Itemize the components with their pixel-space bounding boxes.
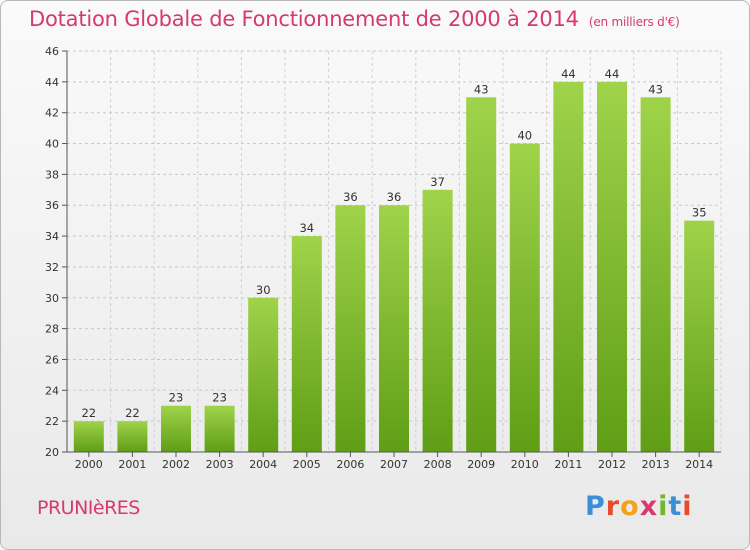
x-tick-label: 2010 [511,458,539,471]
bar [335,205,366,452]
bar-value-label: 44 [605,67,620,81]
bar [466,97,497,453]
x-tick-label: 2007 [380,458,408,471]
bar-value-label: 43 [648,82,663,96]
y-tick-label: 24 [45,384,59,397]
y-tick-label: 22 [45,415,59,428]
chart-title: Dotation Globale de Fonctionnement de 20… [29,7,680,31]
bar-value-label: 37 [430,175,445,189]
x-tick-label: 2008 [424,458,452,471]
bar-value-label: 35 [692,206,707,220]
bar-value-label: 22 [125,406,140,420]
bar [248,297,279,452]
bar-value-label: 44 [561,67,576,81]
logo-letter: i [658,491,669,522]
x-tick-label: 2011 [554,458,582,471]
proxiti-logo: Proxiti [585,491,693,522]
bar-value-label: 36 [343,190,358,204]
x-tick-label: 2012 [598,458,626,471]
bar-value-label: 43 [474,82,489,96]
logo-letter: o [620,491,640,522]
x-tick-label: 2014 [685,458,713,471]
logo-letter: t [668,491,683,522]
y-tick-label: 42 [45,107,59,120]
y-tick-label: 28 [45,323,59,336]
bar-value-label: 23 [212,391,227,405]
logo-letter: x [639,491,659,522]
x-tick-label: 2013 [642,458,670,471]
labels: 20 22 24 26 28 30 32 34 36 38 40 42 44 46 22 2000 22 2001… [45,45,713,471]
bar [422,189,453,453]
bar [117,421,148,452]
y-tick-label: 20 [45,446,59,459]
bar [553,81,584,452]
bar [73,421,104,452]
bar [161,405,191,452]
x-tick-label: 2006 [336,458,364,471]
x-tick-label: 2000 [75,458,103,471]
commune-name: PRUNIèRES [37,497,140,519]
bar-value-label: 40 [517,129,532,143]
y-tick-label: 40 [45,138,59,151]
bar [379,205,409,452]
chart-unit: (en milliers d'€) [588,15,680,29]
bar [597,81,627,452]
bar-value-label: 36 [387,190,402,204]
x-tick-label: 2004 [249,458,277,471]
bar [291,236,322,452]
bar [204,405,235,452]
logo-letter: i [682,491,693,522]
bar [684,220,715,452]
bar-value-label: 22 [81,406,96,420]
x-tick-label: 2001 [118,458,146,471]
bar-value-label: 34 [299,221,314,235]
axes [62,50,721,457]
bar [509,143,540,453]
y-tick-label: 44 [45,76,59,89]
bars [73,81,715,453]
y-tick-label: 26 [45,353,59,366]
chart-title-text: Dotation Globale de Fonctionnement de 20… [29,7,579,31]
y-tick-label: 36 [45,199,59,212]
x-tick-label: 2002 [162,458,190,471]
x-tick-label: 2003 [206,458,234,471]
y-tick-label: 32 [45,261,59,274]
x-tick-label: 2009 [467,458,495,471]
logo-letter: r [605,491,621,522]
bar-value-label: 23 [169,391,184,405]
logo-letter: P [585,491,606,522]
x-tick-label: 2005 [293,458,321,471]
y-tick-label: 34 [45,230,59,243]
bar [640,97,671,453]
y-tick-label: 30 [45,292,59,305]
bar-value-label: 30 [256,283,271,297]
y-tick-label: 46 [45,45,59,58]
y-tick-label: 38 [45,168,59,181]
